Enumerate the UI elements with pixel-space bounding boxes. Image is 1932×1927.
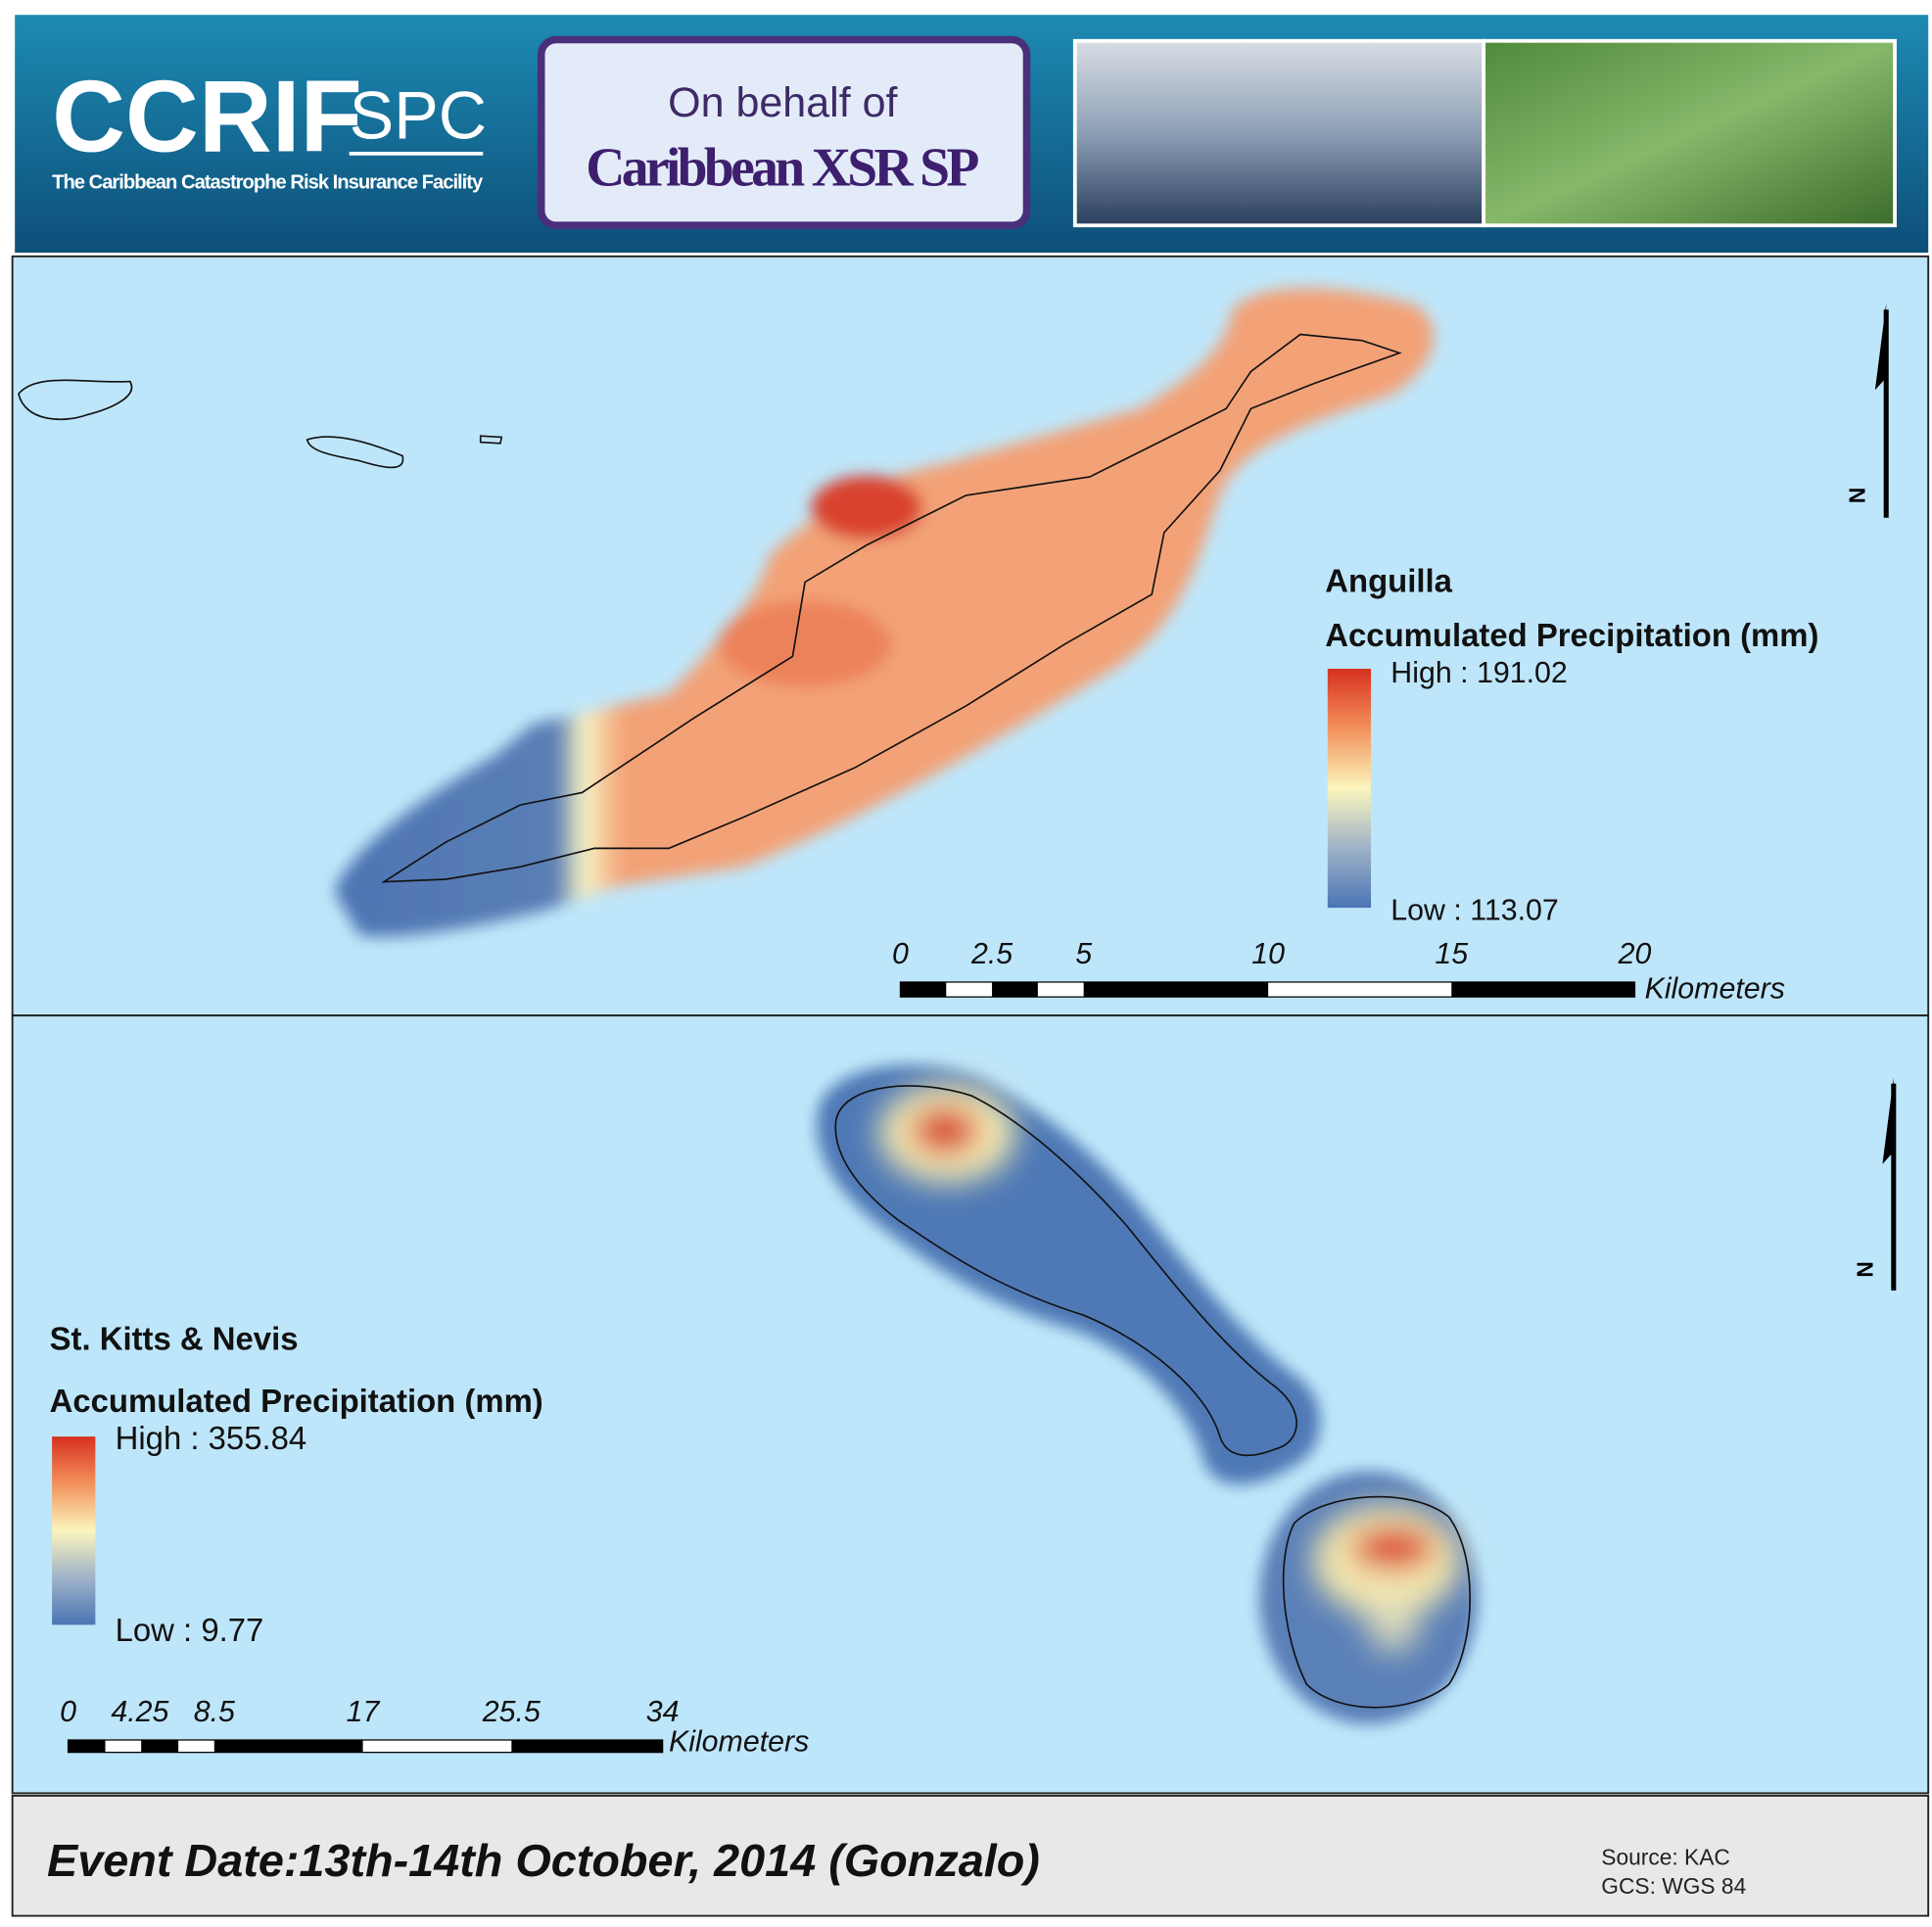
leaf-photo [1482, 38, 1897, 228]
source: Source: KAC [1601, 1845, 1730, 1870]
logo-suffix: SPC [350, 79, 487, 154]
behalf-text: On behalf of [668, 79, 898, 126]
scale-label: 5 [1075, 938, 1092, 970]
scale-label: 20 [1618, 938, 1652, 970]
legend-ramp [52, 1436, 96, 1625]
legend-high: High : 191.02 [1390, 657, 1568, 689]
scale-unit: Kilometers [1645, 972, 1785, 1005]
legend-high: High : 355.84 [116, 1420, 307, 1456]
rain-photo [1072, 38, 1486, 228]
scale-bar [67, 1739, 664, 1754]
legend-country: St. Kitts & Nevis [50, 1321, 299, 1357]
legend-country: Anguilla [1325, 563, 1452, 599]
client-name: Caribbean XSR SP [586, 138, 979, 199]
scale-label: 8.5 [194, 1696, 235, 1728]
islets-outline [18, 379, 503, 469]
gcs: GCS: WGS 84 [1601, 1873, 1746, 1899]
legend-low: Low : 113.07 [1390, 895, 1559, 927]
legend-low: Low : 9.77 [116, 1612, 264, 1648]
north-label: N [1852, 1261, 1877, 1277]
legend-ramp [1327, 668, 1372, 909]
stkitts-outline [834, 1085, 1297, 1457]
anguilla-outline [381, 333, 1402, 883]
stkitts-hotspots [878, 1083, 1462, 1654]
scale-label: 17 [347, 1696, 381, 1728]
scale-bar [899, 981, 1636, 998]
logo: CCRIF [52, 59, 362, 172]
footer [11, 1794, 1930, 1917]
legend-title: Accumulated Precipitation (mm) [1325, 617, 1818, 653]
client-box [537, 35, 1031, 230]
event-date: Event Date:13th-14th October, 2014 (Gonz… [47, 1835, 1040, 1886]
scale-label: 34 [646, 1696, 680, 1728]
scale-label: 25.5 [482, 1696, 541, 1728]
scale-unit: Kilometers [669, 1725, 809, 1758]
scale-label: 4.25 [111, 1696, 168, 1728]
scale-label: 15 [1435, 938, 1468, 970]
scale-label: 0 [892, 938, 909, 970]
nevis-outline [1282, 1495, 1471, 1709]
scale-label: 2.5 [970, 938, 1013, 970]
tagline: The Caribbean Catastrophe Risk Insurance… [52, 171, 484, 193]
legend-title: Accumulated Precipitation (mm) [50, 1383, 543, 1419]
north-label: N [1845, 488, 1870, 503]
scale-label: 10 [1251, 938, 1285, 970]
scale-label: 0 [60, 1696, 76, 1728]
